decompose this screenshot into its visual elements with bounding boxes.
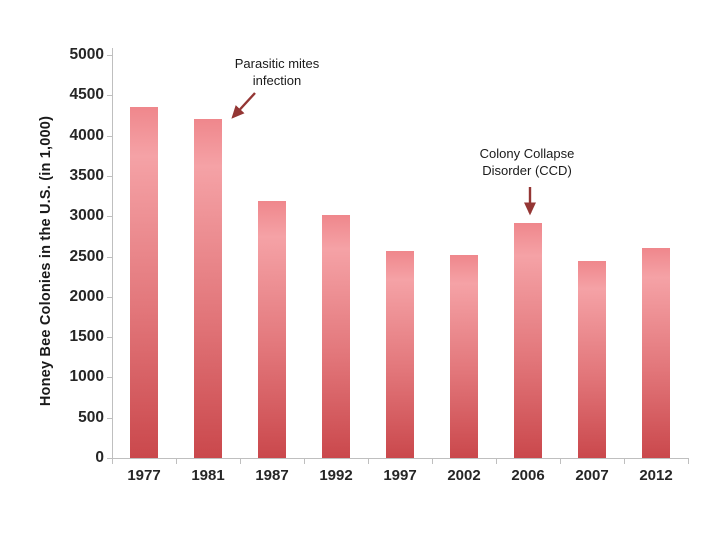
y-tick-label: 1500 bbox=[69, 328, 104, 346]
y-tick-label: 500 bbox=[78, 408, 104, 426]
x-tick bbox=[624, 459, 625, 464]
y-tick bbox=[107, 216, 112, 218]
y-tick bbox=[107, 458, 112, 459]
x-tick-label: 2007 bbox=[575, 467, 609, 484]
bar-1977 bbox=[130, 107, 158, 458]
x-tick bbox=[240, 459, 241, 464]
bar-1987 bbox=[258, 201, 286, 458]
x-tick bbox=[176, 459, 177, 464]
y-tick-label: 5000 bbox=[69, 46, 104, 63]
y-tick bbox=[107, 175, 112, 177]
annotation-line: infection bbox=[252, 73, 302, 88]
bar-2007 bbox=[578, 261, 606, 458]
x-tick bbox=[560, 459, 561, 464]
y-tick bbox=[107, 135, 112, 137]
y-tick-label: 3000 bbox=[69, 207, 104, 225]
x-tick-label: 2006 bbox=[511, 467, 545, 484]
x-axis-line bbox=[112, 458, 689, 459]
x-tick-label: 1987 bbox=[255, 467, 289, 484]
x-tick-label: 1977 bbox=[127, 467, 161, 484]
x-tick-label: 1997 bbox=[383, 467, 417, 484]
y-tick-label: 1000 bbox=[69, 368, 104, 386]
x-tick bbox=[112, 459, 113, 464]
annotation-parasitic-mites: Parasitic mites infection bbox=[235, 55, 320, 89]
annotation-colony-collapse: Colony Collapse Disorder (CCD) bbox=[480, 145, 575, 179]
y-tick bbox=[107, 377, 112, 379]
y-tick-label: 4500 bbox=[69, 86, 104, 104]
y-tick bbox=[107, 296, 112, 298]
x-tick-label: 1981 bbox=[191, 467, 225, 484]
y-tick bbox=[107, 95, 112, 97]
annotation-line: Colony Collapse bbox=[479, 146, 575, 161]
x-tick bbox=[368, 459, 369, 464]
y-tick bbox=[107, 55, 112, 56]
y-tick bbox=[107, 417, 112, 419]
bar-2002 bbox=[450, 255, 478, 458]
x-tick bbox=[304, 459, 305, 464]
y-axis-line bbox=[112, 48, 113, 459]
x-tick bbox=[496, 459, 497, 464]
arrow-to-1981-bar bbox=[231, 92, 256, 119]
y-tick bbox=[107, 256, 112, 258]
bar-2012 bbox=[642, 248, 670, 458]
x-tick-label: 2002 bbox=[447, 467, 481, 484]
y-tick-label: 4000 bbox=[69, 126, 104, 144]
x-tick-label: 1992 bbox=[319, 467, 353, 484]
bar-1992 bbox=[322, 215, 350, 458]
y-tick bbox=[107, 337, 112, 339]
annotation-line: Parasitic mites bbox=[234, 56, 320, 71]
x-tick-label: 2012 bbox=[639, 467, 673, 484]
bar-1981 bbox=[194, 119, 222, 458]
y-tick-label: 0 bbox=[95, 449, 104, 466]
y-tick-label: 2500 bbox=[69, 247, 104, 265]
bar-2006 bbox=[514, 223, 542, 458]
bar-1997 bbox=[386, 251, 414, 458]
y-tick-label: 2000 bbox=[69, 287, 104, 305]
annotation-line: Disorder (CCD) bbox=[482, 163, 572, 178]
y-tick-label: 3500 bbox=[69, 166, 104, 184]
x-tick bbox=[688, 459, 689, 464]
x-tick bbox=[432, 459, 433, 464]
